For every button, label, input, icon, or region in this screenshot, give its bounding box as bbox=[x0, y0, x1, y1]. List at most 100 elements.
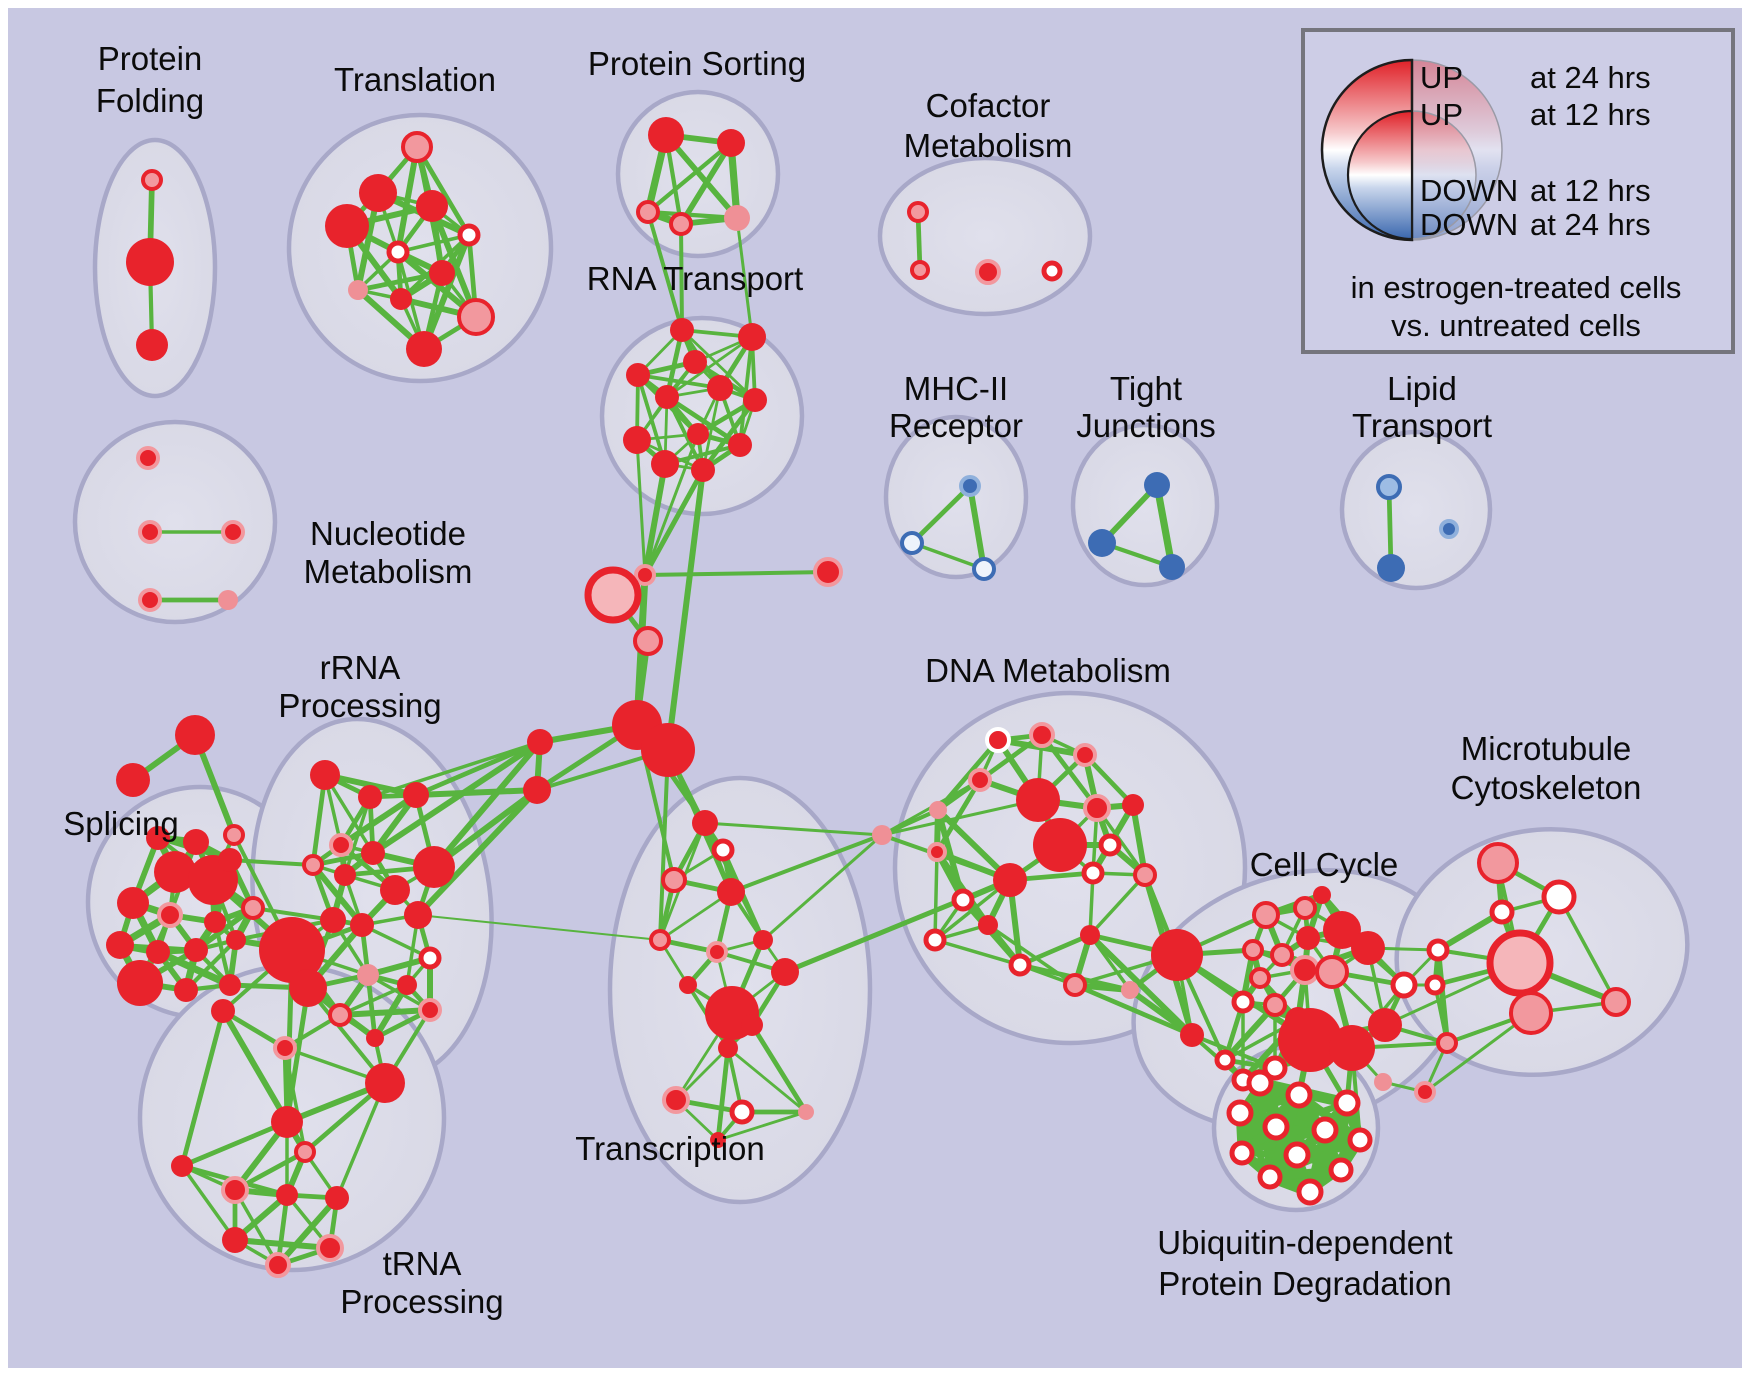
gene-node[interactable] bbox=[184, 938, 208, 962]
gene-node[interactable] bbox=[223, 824, 245, 846]
gene-node[interactable] bbox=[141, 169, 163, 191]
gene-node[interactable] bbox=[302, 854, 324, 876]
gene-node[interactable] bbox=[1262, 1055, 1288, 1081]
gene-node[interactable] bbox=[328, 1003, 352, 1027]
gene-node[interactable] bbox=[222, 1227, 248, 1253]
gene-node[interactable] bbox=[661, 867, 687, 893]
gene-node[interactable] bbox=[361, 841, 385, 865]
gene-node[interactable] bbox=[241, 896, 265, 920]
gene-node[interactable] bbox=[655, 385, 679, 409]
gene-node[interactable] bbox=[1315, 955, 1349, 989]
gene-node[interactable] bbox=[813, 557, 843, 587]
gene-node[interactable] bbox=[706, 941, 728, 963]
gene-node[interactable] bbox=[1122, 794, 1144, 816]
gene-node[interactable] bbox=[649, 929, 671, 951]
gene-node[interactable] bbox=[429, 260, 455, 286]
gene-node[interactable] bbox=[106, 931, 134, 959]
gene-node[interactable] bbox=[927, 842, 947, 862]
gene-node[interactable] bbox=[316, 1234, 344, 1262]
gene-node[interactable] bbox=[1374, 1073, 1392, 1091]
gene-node[interactable] bbox=[687, 423, 709, 445]
gene-node[interactable] bbox=[683, 350, 707, 374]
gene-node[interactable] bbox=[221, 1176, 249, 1204]
gene-node[interactable] bbox=[741, 1014, 763, 1036]
gene-node[interactable] bbox=[872, 825, 892, 845]
gene-node[interactable] bbox=[633, 626, 663, 656]
gene-node[interactable] bbox=[380, 875, 410, 905]
gene-node[interactable] bbox=[1290, 955, 1320, 985]
gene-node[interactable] bbox=[679, 976, 697, 994]
gene-node[interactable] bbox=[325, 1186, 349, 1210]
gene-node[interactable] bbox=[985, 727, 1011, 753]
gene-node[interactable] bbox=[1601, 987, 1631, 1017]
gene-node[interactable] bbox=[648, 117, 684, 153]
gene-node[interactable] bbox=[359, 174, 397, 212]
gene-node[interactable] bbox=[1489, 899, 1515, 925]
gene-node[interactable] bbox=[1242, 939, 1264, 961]
gene-node[interactable] bbox=[527, 729, 553, 755]
gene-node[interactable] bbox=[1214, 1049, 1236, 1071]
gene-node[interactable] bbox=[1063, 973, 1087, 997]
gene-node[interactable] bbox=[951, 888, 975, 912]
gene-node[interactable] bbox=[724, 205, 750, 231]
gene-node[interactable] bbox=[717, 878, 745, 906]
gene-node[interactable] bbox=[636, 200, 660, 224]
gene-node[interactable] bbox=[259, 917, 325, 983]
gene-node[interactable] bbox=[294, 1141, 316, 1163]
gene-node[interactable] bbox=[1151, 929, 1203, 981]
gene-node[interactable] bbox=[641, 723, 695, 777]
gene-node[interactable] bbox=[1083, 794, 1111, 822]
gene-node[interactable] bbox=[413, 846, 455, 888]
gene-node[interactable] bbox=[1278, 1008, 1342, 1072]
gene-node[interactable] bbox=[1477, 842, 1519, 884]
gene-node[interactable] bbox=[276, 1184, 298, 1206]
gene-node[interactable] bbox=[271, 1106, 303, 1138]
gene-node[interactable] bbox=[743, 388, 767, 412]
gene-node[interactable] bbox=[1509, 991, 1553, 1035]
gene-node[interactable] bbox=[329, 833, 353, 857]
gene-node[interactable] bbox=[1144, 472, 1170, 498]
gene-node[interactable] bbox=[923, 928, 947, 952]
gene-node[interactable] bbox=[1159, 554, 1185, 580]
gene-node[interactable] bbox=[1249, 967, 1271, 989]
gene-node[interactable] bbox=[357, 964, 379, 986]
gene-node[interactable] bbox=[670, 318, 694, 342]
gene-node[interactable] bbox=[523, 776, 551, 804]
gene-node[interactable] bbox=[273, 1036, 297, 1060]
gene-node[interactable] bbox=[1041, 260, 1063, 282]
gene-node[interactable] bbox=[975, 259, 1001, 285]
gene-node[interactable] bbox=[1270, 943, 1294, 967]
gene-node[interactable] bbox=[365, 1063, 405, 1103]
gene-node[interactable] bbox=[157, 902, 183, 928]
gene-node[interactable] bbox=[1376, 474, 1402, 500]
gene-node[interactable] bbox=[1436, 1032, 1458, 1054]
gene-node[interactable] bbox=[221, 520, 245, 544]
gene-node[interactable] bbox=[310, 760, 340, 790]
gene-node[interactable] bbox=[1323, 911, 1361, 949]
gene-node[interactable] bbox=[1133, 863, 1157, 887]
gene-node[interactable] bbox=[634, 564, 656, 586]
gene-node[interactable] bbox=[138, 588, 162, 612]
gene-node[interactable] bbox=[1257, 1164, 1283, 1190]
gene-node[interactable] bbox=[457, 223, 481, 247]
gene-node[interactable] bbox=[1226, 1099, 1254, 1127]
gene-node[interactable] bbox=[710, 1132, 726, 1148]
gene-node[interactable] bbox=[651, 450, 679, 478]
gene-node[interactable] bbox=[968, 768, 992, 792]
gene-node[interactable] bbox=[707, 375, 733, 401]
gene-node[interactable] bbox=[584, 566, 642, 624]
gene-node[interactable] bbox=[738, 323, 766, 351]
gene-node[interactable] bbox=[1414, 1081, 1436, 1103]
gene-node[interactable] bbox=[226, 930, 246, 950]
gene-node[interactable] bbox=[325, 204, 369, 248]
gene-node[interactable] bbox=[623, 426, 651, 454]
gene-node[interactable] bbox=[171, 1155, 193, 1177]
gene-node[interactable] bbox=[136, 446, 160, 470]
gene-node[interactable] bbox=[1283, 1141, 1311, 1169]
gene-node[interactable] bbox=[219, 974, 241, 996]
gene-node[interactable] bbox=[358, 785, 382, 809]
gene-node[interactable] bbox=[218, 590, 238, 610]
gene-node[interactable] bbox=[1252, 901, 1280, 929]
gene-node[interactable] bbox=[900, 531, 924, 555]
gene-node[interactable] bbox=[126, 238, 174, 286]
